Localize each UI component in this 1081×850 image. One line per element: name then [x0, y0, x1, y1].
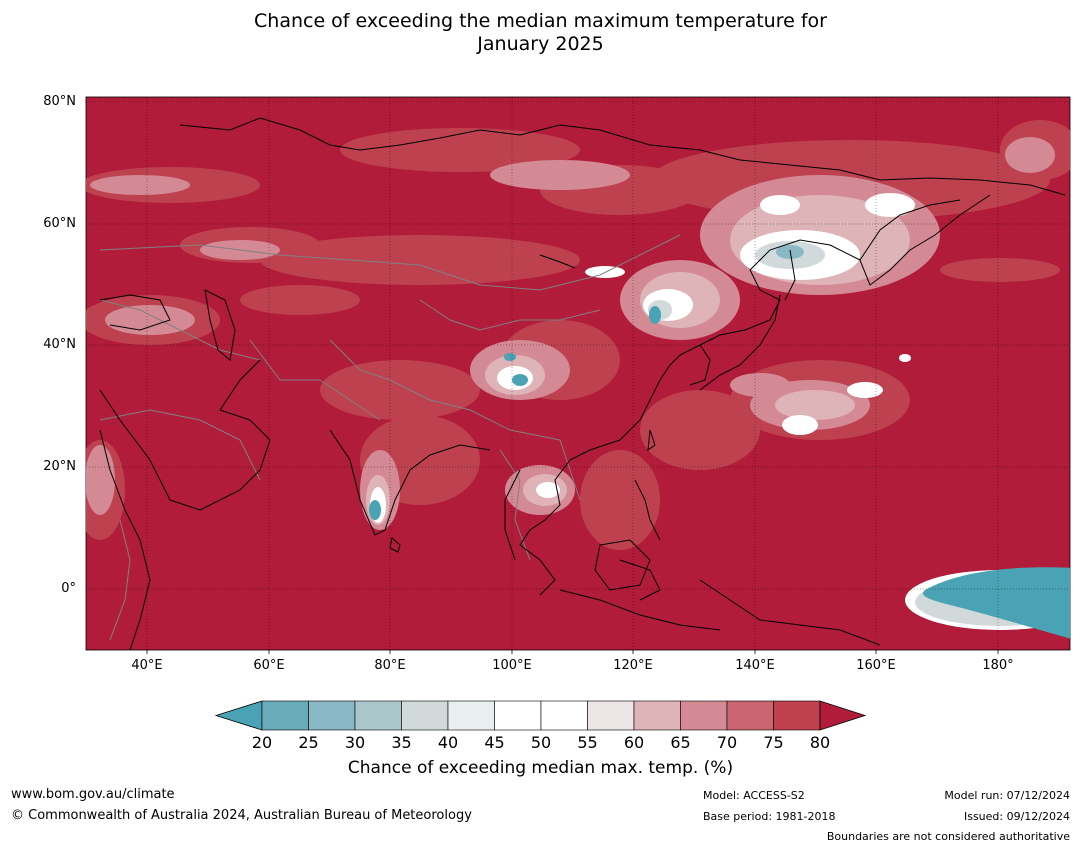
- colorbar-bin-20-25: [261, 700, 309, 731]
- lon-label-100e: 100°E: [492, 658, 532, 673]
- footer-model: Model: ACCESS-S2: [703, 789, 805, 802]
- colorbar-extend-low: [214, 700, 263, 731]
- colorbar-tick-40: 40: [437, 733, 459, 752]
- lon-label-40e: 40°E: [131, 658, 163, 673]
- colorbar-bin-25-30: [308, 700, 356, 731]
- lon-label-140e: 140°E: [735, 658, 775, 673]
- colorbar-tick-30: 30: [344, 733, 366, 752]
- country-borders: [99, 234, 681, 641]
- footer-disclaimer: Boundaries are not considered authoritat…: [826, 830, 1070, 843]
- colorbar-tick-60: 60: [623, 733, 645, 752]
- colorbar-bin-70-75: [726, 700, 774, 731]
- colorbar-tick-75: 75: [763, 733, 784, 752]
- colorbar-extend-high: [819, 700, 867, 731]
- colorbar-bin-65-70: [680, 700, 728, 731]
- colorbar-bin-60-65: [633, 700, 681, 731]
- colorbar-bin-30-35: [354, 700, 402, 731]
- lon-label-60e: 60°E: [253, 658, 285, 673]
- colorbar-bin-75-80: [773, 700, 821, 731]
- band-below-20: [369, 306, 1070, 639]
- colorbar-bin-35-40: [401, 700, 449, 731]
- colorbar-bin-55-60: [587, 700, 635, 731]
- footer-copyright: © Commonwealth of Australia 2024, Austra…: [11, 808, 472, 823]
- colorbar: [214, 700, 867, 731]
- colorbar-bin-40-45: [447, 700, 495, 731]
- lon-label-80e: 80°E: [374, 658, 406, 673]
- lat-label-40n: 40°N: [43, 337, 76, 352]
- colorbar-tick-45: 45: [484, 733, 505, 752]
- colorbar-tick-25: 25: [298, 733, 319, 752]
- lat-label-80n: 80°N: [43, 94, 76, 109]
- footer-model-run: Model run: 07/12/2024: [944, 789, 1070, 802]
- colorbar-bin-45-50: [494, 700, 542, 731]
- colorbar-bin-50-55: [540, 700, 588, 731]
- lon-label-180: 180°: [982, 658, 1014, 673]
- colorbar-label: Chance of exceeding median max. temp. (%…: [347, 758, 734, 778]
- colorbar-tick-65: 65: [670, 733, 691, 752]
- lon-label-160e: 160°E: [856, 658, 896, 673]
- colorbar-tick-70: 70: [716, 733, 738, 752]
- map-title: Chance of exceeding the median maximum t…: [0, 10, 1081, 56]
- lat-label-60n: 60°N: [43, 216, 76, 231]
- title-line-2: January 2025: [477, 33, 604, 55]
- footer-base-period: Base period: 1981-2018: [703, 810, 836, 823]
- colorbar-tick-50: 50: [530, 733, 552, 752]
- axis-ticks: [146, 650, 999, 654]
- footer-url: www.bom.gov.au/climate: [11, 787, 175, 802]
- colorbar-tick-20: 20: [251, 733, 273, 752]
- lat-label-20n: 20°N: [43, 459, 76, 474]
- lon-label-120e: 120°E: [613, 658, 653, 673]
- colorbar-tick-55: 55: [577, 733, 598, 752]
- graticule: [86, 97, 1070, 650]
- colorbar-tick-80: 80: [809, 733, 831, 752]
- title-line-1: Chance of exceeding the median maximum t…: [254, 10, 827, 32]
- probability-field: [86, 97, 1070, 650]
- colorbar-tick-35: 35: [391, 733, 412, 752]
- footer-issued: Issued: 09/12/2024: [963, 810, 1070, 823]
- coastlines: [99, 117, 1066, 650]
- lat-label-0: 0°: [61, 581, 76, 596]
